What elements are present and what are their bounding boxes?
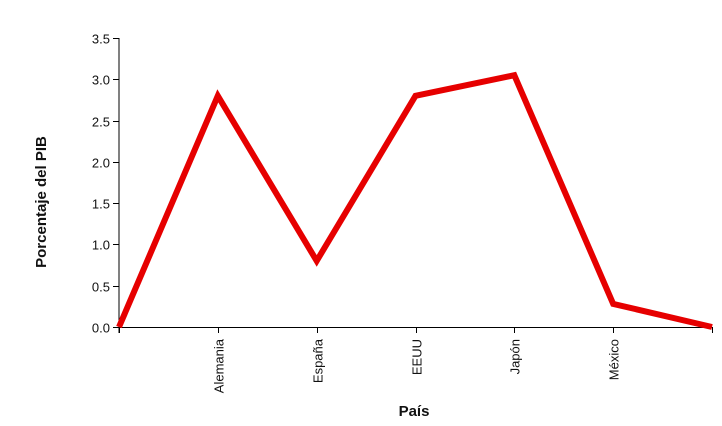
x-tick-label: España bbox=[311, 338, 326, 383]
y-tick-label: 0.5 bbox=[92, 280, 110, 295]
x-tick-label: México bbox=[607, 339, 622, 380]
series-group bbox=[116, 71, 713, 330]
x-tick-label: EEUU bbox=[410, 339, 425, 375]
y-tick-label: 3.0 bbox=[92, 73, 110, 88]
y-tick-label: 1.5 bbox=[92, 197, 110, 212]
x-tick-label: Japón bbox=[508, 339, 523, 374]
y-axis: 0.0 0.5 1.0 1.5 2.0 2.5 3.0 3.5 bbox=[92, 32, 120, 336]
y-tick-label: 2.5 bbox=[92, 115, 110, 130]
x-axis-title: País bbox=[399, 403, 430, 420]
y-tick-label: 2.0 bbox=[92, 156, 110, 171]
y-axis-title: Porcentaje del PIB bbox=[33, 136, 50, 268]
x-axis: Alemania España EEUU Japón México bbox=[119, 327, 713, 393]
y-tick-label: 3.5 bbox=[92, 32, 110, 47]
y-tick-label: 0.0 bbox=[92, 321, 110, 336]
x-tick-label: Alemania bbox=[212, 338, 227, 393]
series-line bbox=[116, 71, 713, 330]
y-tick-label: 1.0 bbox=[92, 238, 110, 253]
